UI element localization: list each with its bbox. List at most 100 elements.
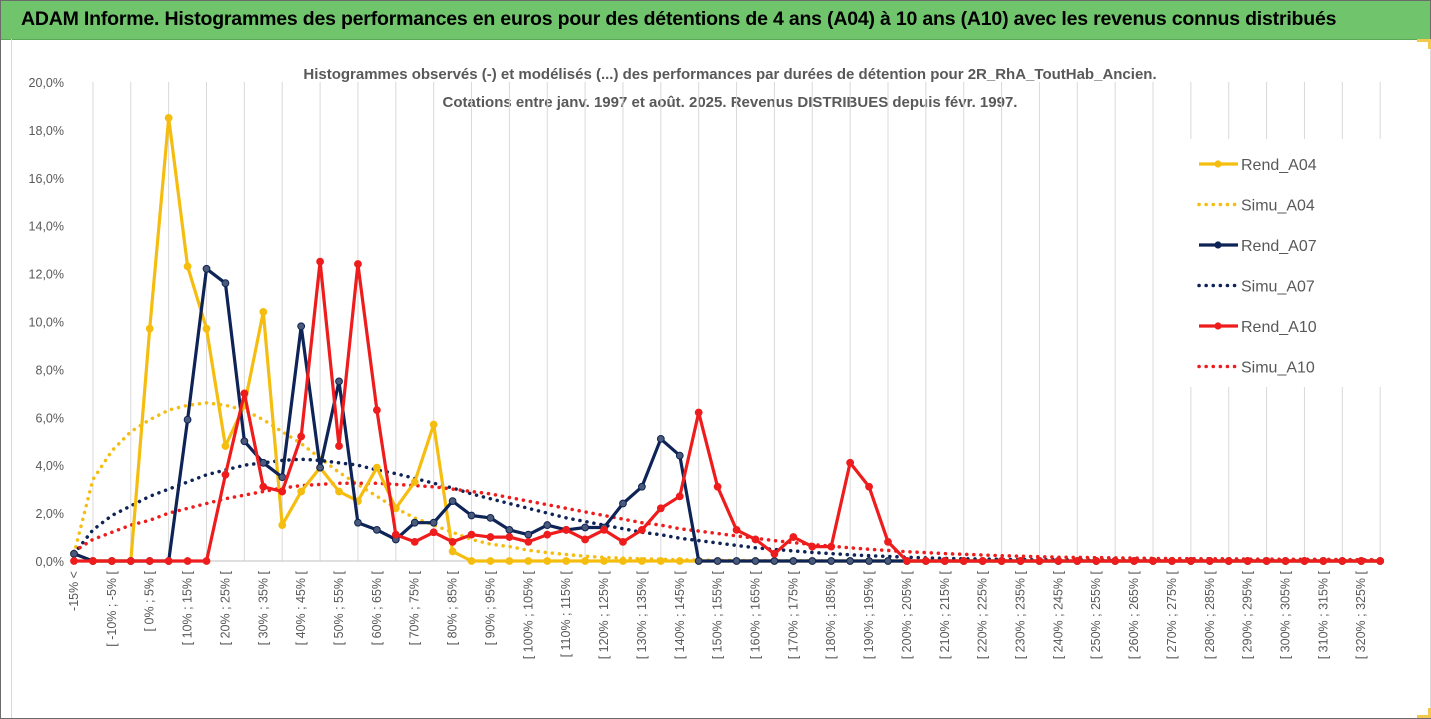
data-point [638,557,646,565]
data-point [202,264,211,273]
data-point [316,257,324,266]
data-point [372,525,381,534]
legend-item: Rend_A07 [1199,238,1317,255]
data-point [429,518,438,527]
x-tick-label: [ 130% ; 135% [ [635,570,649,659]
data-point [335,377,343,386]
chart-gridlines [74,82,1381,562]
chart-series [70,114,1385,565]
data-point [448,497,457,506]
x-tick-label: [ 210% ; 215% [ [938,570,952,659]
data-point [107,557,116,565]
data-point [921,557,930,565]
data-point [959,557,968,565]
legend-label: Rend_A07 [1241,238,1317,255]
y-tick-label: 6,0% [36,411,65,425]
data-point [865,557,873,565]
data-point [297,322,306,331]
data-point [1016,557,1025,565]
data-point [846,458,855,467]
data-point [1035,557,1044,565]
data-point [600,557,608,565]
legend-label: Simu_A10 [1241,360,1315,377]
data-point [1224,557,1233,565]
data-point [221,470,230,479]
data-point [448,537,457,546]
report-header-bar: ADAM Informe. Histogrammes des performan… [1,1,1430,40]
data-point [675,492,684,501]
x-tick-label: [ 160% ; 165% [ [748,570,762,659]
x-tick-label: [ 290% ; 295% [ [1241,570,1255,659]
data-point [619,557,627,565]
data-point [1281,557,1290,565]
data-point [1111,557,1120,565]
legend-item: Simu_A04 [1197,198,1315,215]
x-tick-label: [ 110% ; 115% [ [559,570,573,657]
data-point [240,437,249,446]
data-point [429,420,438,429]
x-tick-label: [ 150% ; 155% [ [711,570,725,659]
data-point [562,525,571,534]
data-point [884,537,892,546]
data-point [1054,557,1063,565]
x-tick-label: [ 280% ; 285% [ [1203,570,1217,659]
series-rend-a10 [70,257,1385,565]
data-point [543,530,552,539]
data-point [126,557,135,565]
legend-marker [1214,322,1222,330]
data-point [675,557,684,565]
data-point [789,557,798,565]
data-point [448,547,457,556]
x-axis: -15% < [ -10% ; -5% [[ 0% ; 5% [[ 10% ; 1… [67,570,1368,659]
data-point [808,542,817,551]
data-point [1092,557,1101,565]
data-point [656,434,665,443]
data-point [467,557,476,565]
data-point [354,260,362,268]
x-tick-label: [ 300% ; 305% [ [1279,570,1293,659]
x-tick-label: [ 70% ; 75% [ [408,570,422,645]
data-point [732,525,741,534]
series-simu-a04 [72,401,1382,563]
legend-marker [1214,160,1222,168]
data-point [694,408,703,417]
data-point [543,521,552,529]
y-tick-label: 14,0% [29,220,64,234]
y-tick-label: 10,0% [29,316,64,330]
data-point [638,482,646,491]
corner-mark-top-right-vertical [1428,39,1431,49]
data-point [1205,557,1214,565]
data-point [70,557,78,565]
data-point [770,549,779,558]
data-point [70,549,78,558]
data-point [259,308,268,316]
data-point [278,473,287,482]
data-point [940,557,949,565]
x-tick-label: -15% < [67,571,81,611]
legend-marker [1214,241,1222,249]
y-axis: 0,0% 2,0% 4,0% 6,0% 8,0% 10,0% 12,0% 14,0% 16,0%… [29,76,64,569]
data-point [429,528,438,537]
data-point [770,557,779,565]
data-point [278,487,287,496]
data-point [372,463,381,472]
data-point [751,535,760,544]
legend-item: Rend_A04 [1199,157,1317,174]
x-tick-label: [ 190% ; 195% [ [862,570,876,659]
x-tick-label: [ 120% ; 125% [ [597,570,611,659]
data-point [978,557,987,565]
legend-label: Rend_A10 [1241,319,1317,336]
data-point [240,389,249,398]
data-point [524,530,533,539]
legend-box [1160,139,1382,387]
data-point [221,279,230,288]
y-tick-label: 8,0% [36,363,65,377]
data-point [581,523,590,532]
y-tick-label: 20,0% [29,76,64,90]
chart-title-line-1: Histogrammes observés (-) et modélisés (… [303,66,1156,83]
series-line [74,260,1381,563]
x-tick-label: [ 240% ; 245% [ [1051,570,1065,659]
data-point [354,518,362,527]
data-point [694,557,703,565]
series-line [72,401,1382,563]
